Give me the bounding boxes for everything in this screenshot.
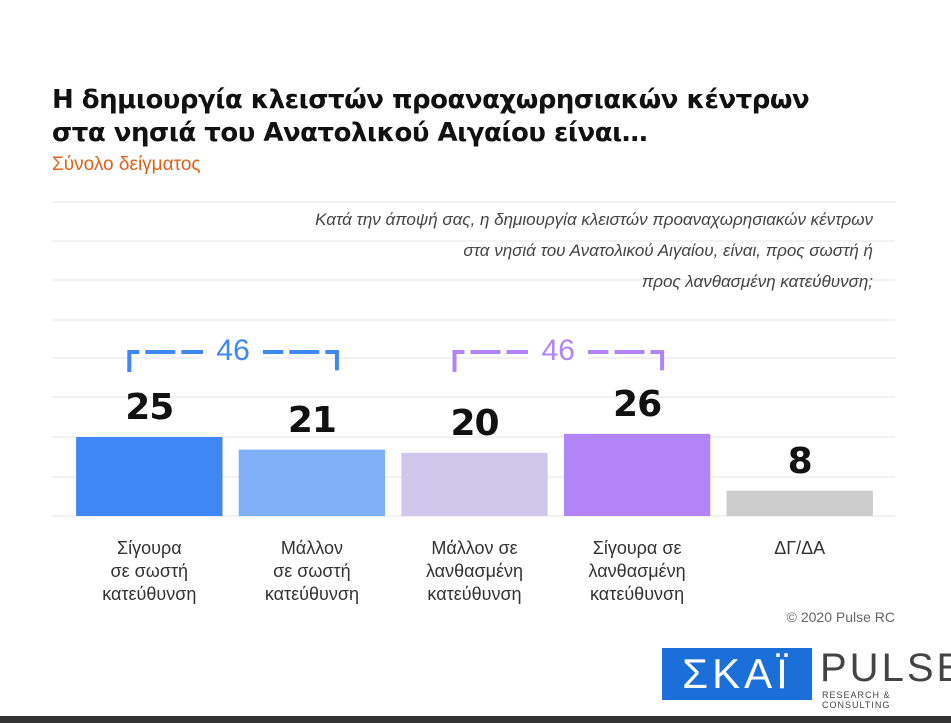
copyright: © 2020 Pulse RC xyxy=(786,609,895,625)
x-tick-label: Μάλλον σε λανθασμένη κατεύθυνση xyxy=(425,538,524,604)
bar xyxy=(401,452,548,516)
value-label: 20 xyxy=(450,402,499,444)
bar xyxy=(76,437,223,516)
x-tick-label: Μάλλον σε σωστή κατεύθυνση xyxy=(264,538,359,604)
skai-logo: ΣΚΑΪ xyxy=(662,648,812,700)
pulse-logo-sub: RESEARCH & CONSULTING xyxy=(822,690,891,710)
bar xyxy=(238,449,386,516)
value-label: 8 xyxy=(787,440,813,482)
bottom-bar xyxy=(0,716,951,723)
bracket-label: 46 xyxy=(528,334,589,368)
pulse-logo: PULSE xyxy=(820,646,951,690)
question: Κατά την άποψή σας, η δημιουργία κλειστώ… xyxy=(315,210,873,291)
chart-title: Η δημιουργία κλειστών προαναχωρησιακών κ… xyxy=(52,85,810,148)
value-label: 21 xyxy=(287,399,337,441)
value-label: 26 xyxy=(613,383,662,425)
x-tick-label: ΔΓ/ΔΑ xyxy=(774,538,826,558)
bar xyxy=(726,490,873,516)
x-tick-label: Σίγουρα σε σωστή κατεύθυνση xyxy=(102,538,197,604)
chart-subtitle: Σύνολο δείγματος xyxy=(52,154,201,175)
bracket-label: 46 xyxy=(203,334,264,368)
bar xyxy=(563,433,711,516)
value-label: 25 xyxy=(125,387,174,428)
x-tick-label: Σίγουρα σε λανθασμένη κατεύθυνση xyxy=(588,538,686,604)
